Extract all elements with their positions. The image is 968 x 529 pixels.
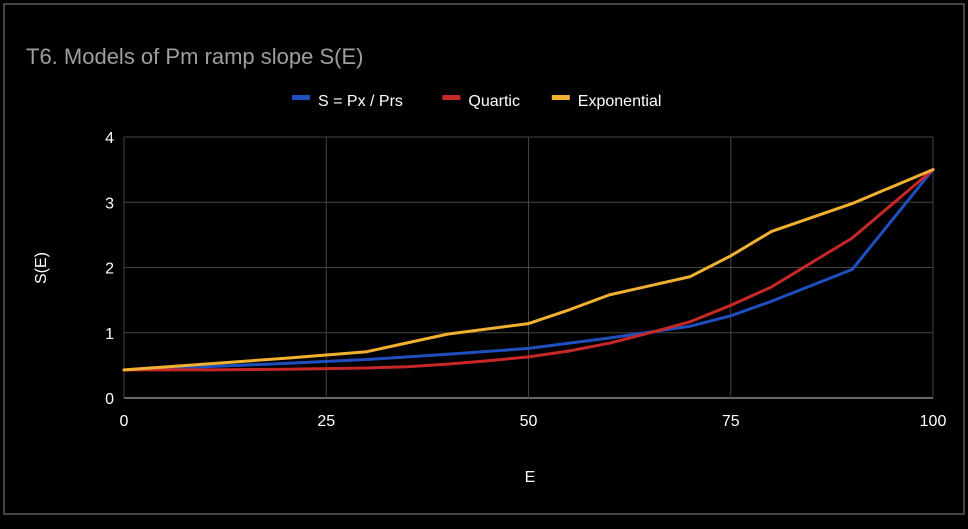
- legend-swatch-2: [442, 95, 461, 100]
- ticks: 0 1 2 3 4 0 25 50 75 100: [105, 130, 946, 430]
- y-tick-label: 0: [105, 391, 114, 408]
- y-tick-label: 2: [105, 261, 114, 278]
- series-line-1: [122, 168, 935, 372]
- x-tick-label: 0: [120, 413, 129, 430]
- y-tick-label: 1: [105, 326, 114, 343]
- y-axis-label: S(E): [33, 252, 50, 284]
- x-tick-label: 75: [722, 413, 740, 430]
- y-tick-label: 4: [105, 130, 114, 147]
- legend-label-2: Quartic: [468, 93, 520, 110]
- series-line-2: [122, 168, 935, 372]
- x-axis-label: E: [525, 469, 536, 486]
- legend-swatch-3: [551, 95, 570, 100]
- series-line-3: [122, 168, 935, 372]
- legend-swatch-1: [292, 95, 310, 100]
- x-tick-label: 25: [317, 413, 335, 430]
- legend-label-1: S = Px / Prs: [318, 93, 403, 110]
- chart-title: T6. Models of Pm ramp slope S(E): [26, 44, 363, 69]
- chart-frame: [3, 3, 965, 515]
- x-tick-label: 50: [520, 413, 538, 430]
- y-tick-label: 3: [105, 195, 114, 212]
- x-tick-label: 100: [920, 413, 947, 430]
- series-layer: [122, 168, 935, 372]
- grid: [123, 136, 934, 399]
- legend-label-3: Exponential: [578, 93, 662, 110]
- legend: S = Px / Prs Quartic Exponential: [292, 93, 661, 110]
